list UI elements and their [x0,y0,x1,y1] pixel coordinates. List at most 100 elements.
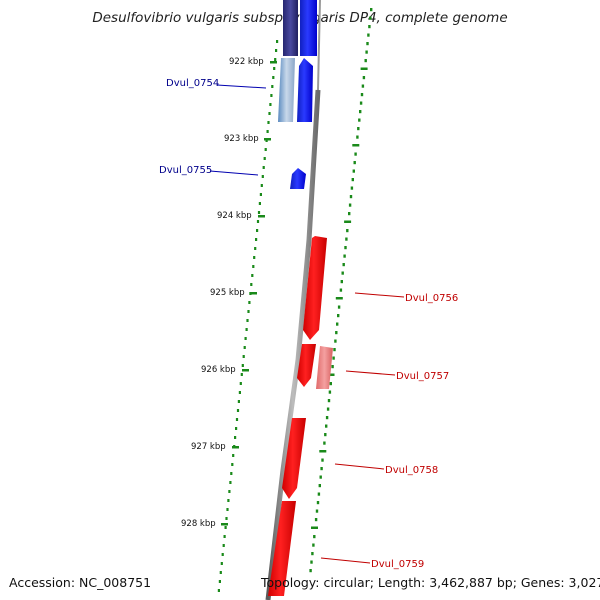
gc-dot-inner [224,526,227,529]
gene-label-dvul-0754[interactable]: Dvul_0754 [166,78,219,89]
gc-dot-inner [243,346,246,349]
gc-dot-inner [239,382,242,385]
gene-arrow-dvul-0756[interactable] [303,236,327,340]
gc-dot-inner [234,436,237,439]
gc-dot-inner [262,166,265,169]
gc-dot-inner [245,328,248,331]
gc-dash-outer [316,501,320,505]
gc-dash-outer [354,152,357,156]
gene-arrow-dvul-0757[interactable] [297,344,316,387]
leader-line-dvul-0758 [334,463,385,470]
gc-dash-outer [359,110,362,114]
scale-tick-mark [242,369,249,372]
gene-arrow-dvul-0754[interactable] [297,58,313,122]
gene-arrow-dvul-0759[interactable] [268,501,296,596]
gc-dash-outer [359,101,363,105]
gc-dot-inner [231,463,234,466]
gc-dot-inner [252,265,255,268]
gc-dash-outer [326,407,330,411]
gc-dot-inner [263,157,266,160]
gene-arrow-dvul-0757-light[interactable] [316,346,333,389]
gc-dot-inner [217,589,220,592]
gc-dash-outer [370,8,373,12]
gc-dash-outer [349,195,353,199]
gene-features[interactable] [268,0,333,596]
gc-dash-outer [365,50,368,54]
gc-dash-outer [350,186,354,190]
gc-dot-inner [225,517,228,520]
gc-dash-outer [327,373,335,376]
gc-dash-outer [356,135,359,139]
gc-dot-inner [274,58,277,61]
gc-dot-inner [276,40,279,43]
gc-dash-outer [346,229,349,233]
scale-tick-label: 927 kbp [191,442,226,452]
gc-dash-outer [335,331,338,335]
gene-arrow-dvul-0755[interactable] [290,168,306,189]
gc-dash-outer [352,169,355,173]
scale-tick-label: 924 kbp [217,211,252,221]
gc-dash-outer [344,246,347,250]
gene-label-dvul-0758[interactable]: Dvul_0758 [385,465,438,476]
gene-label-dvul-0755[interactable]: Dvul_0755 [159,165,212,176]
gc-dash-outer [339,288,343,292]
gc-dash-outer [309,569,312,573]
gc-dash-outer [337,314,340,318]
gc-dot-inner [259,193,262,196]
gc-dash-outer [317,492,321,496]
gc-dot-inner [230,472,233,475]
scale-tick-mark [264,138,271,141]
leader-line-dvul-0756 [354,292,405,298]
gc-dot-inner [219,571,222,574]
gc-dash-outer [361,84,365,88]
gene-arrow-dvul-0758[interactable] [282,418,306,499]
gene-block-blue-top[interactable] [300,0,317,56]
gene-label-dvul-0757[interactable]: Dvul_0757 [396,371,449,382]
gc-dot-inner [235,418,239,421]
gene-block-navy[interactable] [283,0,298,56]
scale-tick-label: 928 kbp [181,519,216,529]
genome-summary-text: Topology: circular; Length: 3,462,887 bp… [261,575,600,590]
gc-dash-outer [360,93,364,97]
gc-dash-outer [328,390,332,394]
gc-dot-inner [226,508,229,511]
gc-dash-outer [329,382,332,386]
gc-dash-outer [325,424,328,428]
gc-dash-outer [310,560,313,564]
gc-dash-outer [364,59,367,63]
gc-dash-outer [314,518,318,522]
leader-line-dvul-0757 [345,370,396,376]
gene-arrow-dvul-0754-light[interactable] [278,58,295,122]
gene-label-dvul-0759[interactable]: Dvul_0759 [371,559,424,570]
guide-line [317,0,321,91]
gc-dash-outer [313,535,316,539]
gc-dash-outer [343,254,346,258]
gc-dot-inner [222,544,225,547]
gc-dash-outer [311,526,318,529]
gc-dot-inner [257,211,261,214]
gc-dot-inner [229,481,232,484]
gc-dot-inner [273,67,276,70]
gc-dot-inner [270,94,273,97]
gc-dot-inner [221,553,224,556]
gc-dot-inner [237,400,240,403]
gc-dash-outer [334,339,337,343]
gene-label-dvul-0756[interactable]: Dvul_0756 [405,293,458,304]
gc-dot-inner [258,202,261,205]
gc-dash-outer [318,484,321,488]
gc-dash-outer [352,144,360,147]
gc-dot-inner [227,499,230,502]
backbone-layer [265,0,321,600]
gc-dot-inner [275,49,278,52]
gc-dot-inner [272,76,275,79]
gc-dash-outer [325,416,329,420]
gc-dot-inner [255,238,258,241]
gc-dot-inner [242,355,245,358]
gc-dot-inner [269,103,272,106]
gc-dot-inner [238,391,241,394]
gc-dot-inner [248,301,251,304]
gene-labels[interactable]: Dvul_0754 Dvul_0755 Dvul_0756 Dvul_0757 … [159,78,458,570]
position-scale: 922 kbp 923 kbp 924 kbp 925 kbp 926 kbp … [181,57,277,529]
gc-dot-inner [271,85,274,88]
